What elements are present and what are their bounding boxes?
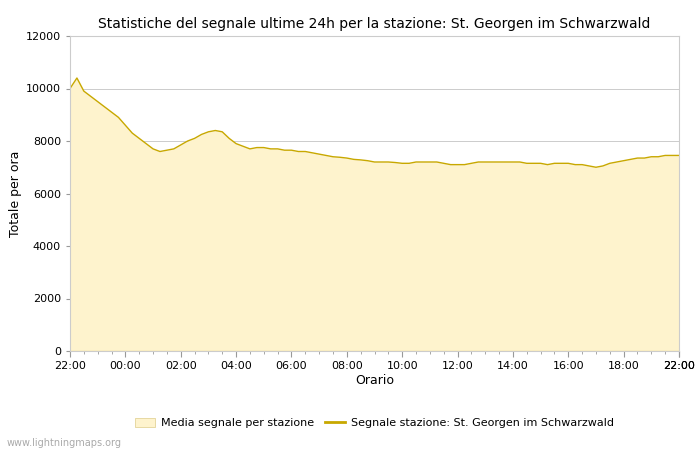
Legend: Media segnale per stazione, Segnale stazione: St. Georgen im Schwarzwald: Media segnale per stazione, Segnale staz…	[131, 413, 618, 432]
Y-axis label: Totale per ora: Totale per ora	[8, 150, 22, 237]
Text: www.lightningmaps.org: www.lightningmaps.org	[7, 438, 122, 448]
X-axis label: Orario: Orario	[355, 374, 394, 387]
Title: Statistiche del segnale ultime 24h per la stazione: St. Georgen im Schwarzwald: Statistiche del segnale ultime 24h per l…	[98, 17, 651, 31]
